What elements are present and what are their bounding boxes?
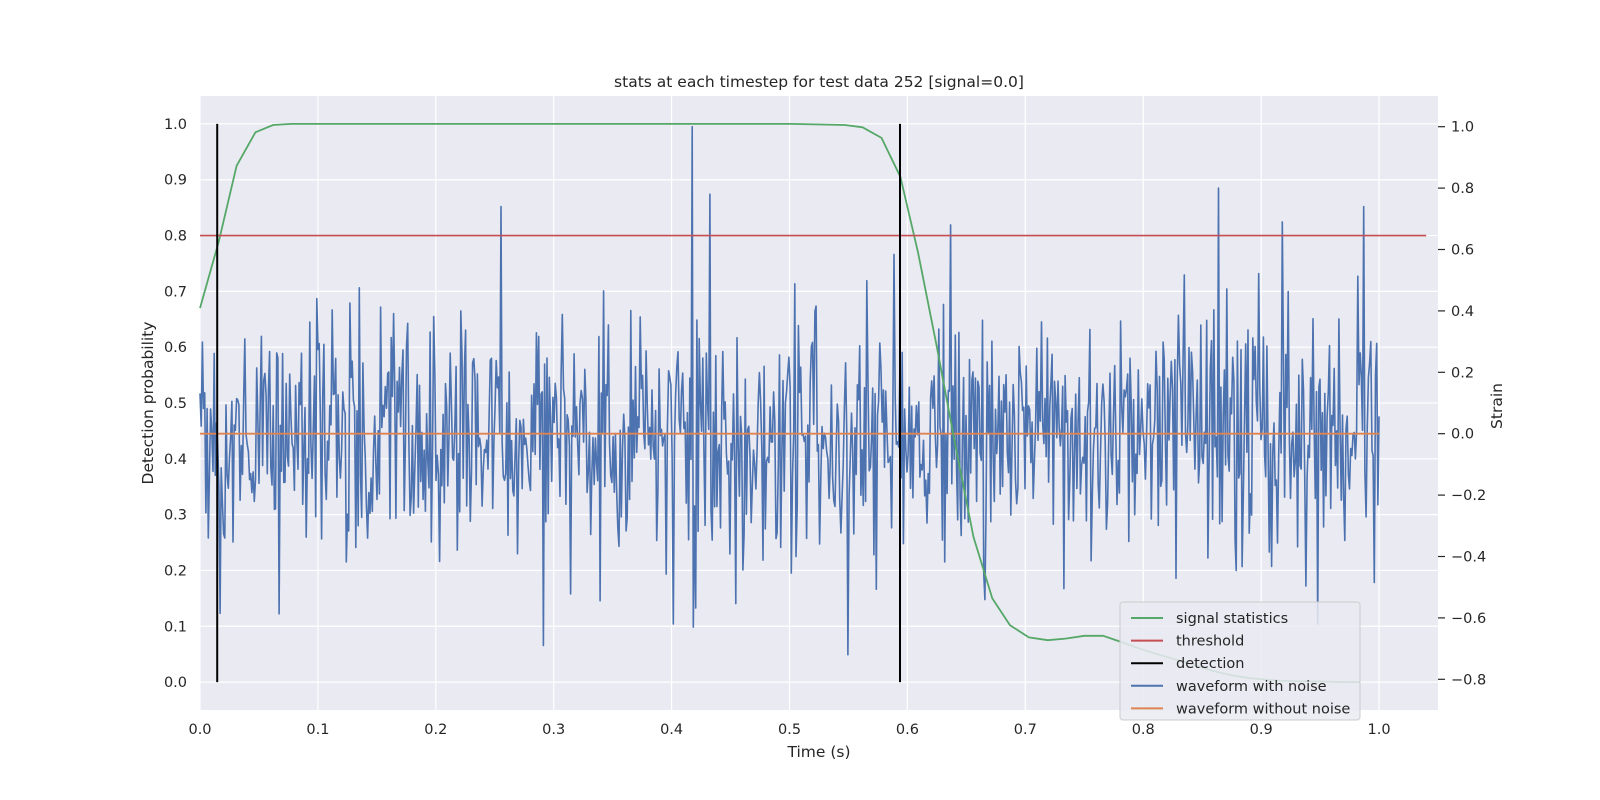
y-tick-label: 0.8 bbox=[164, 229, 187, 245]
y2-tick-label: 1.0 bbox=[1451, 120, 1474, 136]
x-tick-label: 0.3 bbox=[542, 722, 565, 738]
y2-tick-label: −0.4 bbox=[1451, 550, 1486, 566]
y-tick-label: 0.4 bbox=[164, 452, 187, 468]
x-axis-title: Time (s) bbox=[786, 743, 850, 761]
x-tick-label: 0.2 bbox=[424, 722, 447, 738]
y-tick-label: 0.3 bbox=[164, 508, 187, 524]
series-layer bbox=[199, 123, 1427, 683]
y2-tick-label: 0.4 bbox=[1451, 304, 1474, 320]
y-axis: 0.0 0.1 0.2 0.3 0.4 0.5 0.6 0.7 0.8 0.9 1.0 bbox=[164, 117, 187, 691]
chart-title: stats at each timestep for test data 252… bbox=[614, 73, 1024, 91]
x-tick-label: 0.6 bbox=[896, 722, 919, 738]
legend-label: signal statistics bbox=[1176, 611, 1288, 627]
y2-tick-label: 0.2 bbox=[1451, 365, 1474, 381]
legend-label: detection bbox=[1176, 656, 1244, 672]
x-tick-label: 0.5 bbox=[778, 722, 801, 738]
x-axis: 0.0 0.1 0.2 0.3 0.4 0.5 0.6 0.7 0.8 0.9 1.0 bbox=[188, 722, 1390, 738]
y2-tick-label: 0.6 bbox=[1451, 243, 1474, 259]
y-tick-label: 1.0 bbox=[164, 117, 187, 133]
y-tick-label: 0.7 bbox=[164, 284, 187, 300]
y2-tick-label: −0.6 bbox=[1451, 611, 1486, 627]
y2-axis: −0.8 −0.6 −0.4 −0.2 0.0 0.2 0.4 0.6 0.8 1.0 bbox=[1438, 120, 1486, 688]
y-axis-title: Detection probability bbox=[139, 322, 157, 485]
y-tick-label: 0.9 bbox=[164, 173, 187, 189]
legend-label: waveform without noise bbox=[1176, 701, 1350, 717]
legend-label: waveform with noise bbox=[1176, 679, 1327, 695]
x-tick-label: 0.7 bbox=[1014, 722, 1037, 738]
waveform-with-noise-line bbox=[199, 125, 1380, 656]
legend-box bbox=[1119, 601, 1361, 721]
legend: signal statistics threshold detection wavef… bbox=[1119, 601, 1361, 721]
x-tick-label: 1.0 bbox=[1368, 722, 1391, 738]
y-tick-label: 0.6 bbox=[164, 340, 187, 356]
x-tick-label: 0.8 bbox=[1132, 722, 1155, 738]
y2-tick-label: 0.8 bbox=[1451, 181, 1474, 197]
y-tick-label: 0.1 bbox=[164, 619, 187, 635]
x-tick-label: 0.9 bbox=[1250, 722, 1273, 738]
x-tick-label: 0.1 bbox=[306, 722, 329, 738]
y2-tick-label: −0.8 bbox=[1451, 672, 1486, 688]
y2-tick-label: 0.0 bbox=[1451, 427, 1474, 443]
x-tick-label: 0.4 bbox=[660, 722, 683, 738]
y-tick-label: 0.5 bbox=[164, 396, 187, 412]
y-tick-label: 0.0 bbox=[164, 675, 187, 691]
legend-label: threshold bbox=[1176, 634, 1244, 650]
y2-tick-label: −0.2 bbox=[1451, 488, 1486, 504]
x-tick-label: 0.0 bbox=[188, 722, 211, 738]
y-tick-label: 0.2 bbox=[164, 563, 187, 579]
y2-axis-title: Strain bbox=[1488, 383, 1506, 429]
